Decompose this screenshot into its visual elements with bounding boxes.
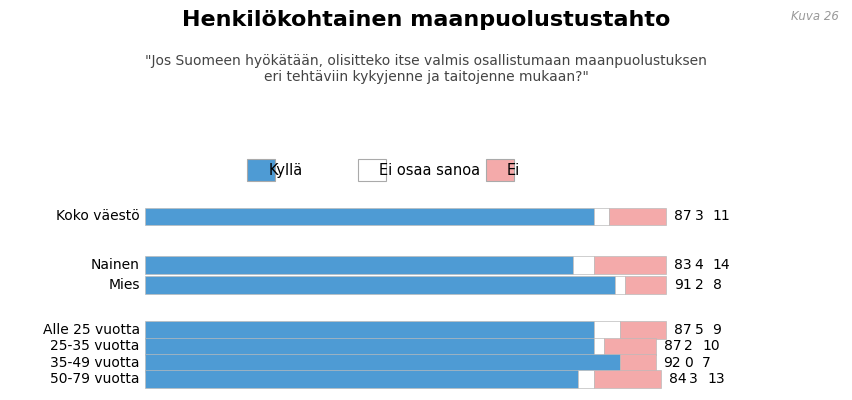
- Text: 83: 83: [674, 258, 692, 272]
- Text: 3: 3: [689, 372, 698, 386]
- Bar: [594, 338, 604, 356]
- Text: Koko väestö: Koko väestö: [56, 210, 140, 224]
- Text: 8: 8: [712, 278, 722, 292]
- Text: Alle 25 vuotta: Alle 25 vuotta: [43, 323, 140, 337]
- Text: 87: 87: [674, 210, 692, 224]
- Text: 2: 2: [684, 340, 693, 354]
- Bar: [609, 208, 666, 226]
- Text: 5: 5: [694, 323, 703, 337]
- Text: 35-49 vuotta: 35-49 vuotta: [50, 356, 140, 370]
- Bar: [594, 370, 661, 388]
- Text: 91: 91: [674, 278, 692, 292]
- Text: Ei: Ei: [507, 162, 521, 178]
- Text: 50-79 vuotta: 50-79 vuotta: [50, 372, 140, 386]
- Bar: [594, 208, 609, 226]
- Text: "Jos Suomeen hyökätään, olisitteko itse valmis osallistumaan maanpuolustuksen
er: "Jos Suomeen hyökätään, olisitteko itse …: [145, 54, 707, 84]
- Bar: [579, 370, 594, 388]
- Text: 0: 0: [684, 356, 693, 370]
- Text: 87: 87: [664, 340, 681, 354]
- Bar: [145, 338, 594, 356]
- Bar: [604, 338, 656, 356]
- Bar: [594, 256, 666, 274]
- Bar: [486, 159, 514, 181]
- Text: Kuva 26: Kuva 26: [792, 10, 839, 23]
- Text: 3: 3: [694, 210, 703, 224]
- Text: 84: 84: [669, 372, 687, 386]
- Bar: [145, 208, 594, 226]
- Text: 92: 92: [664, 356, 681, 370]
- Text: Ei osaa sanoa: Ei osaa sanoa: [379, 162, 481, 178]
- Text: 14: 14: [712, 258, 730, 272]
- Text: 11: 11: [712, 210, 730, 224]
- Text: 87: 87: [674, 323, 692, 337]
- Bar: [619, 354, 656, 372]
- Bar: [247, 159, 275, 181]
- Bar: [358, 159, 386, 181]
- Text: Mies: Mies: [108, 278, 140, 292]
- Bar: [145, 276, 614, 294]
- Text: 7: 7: [702, 356, 711, 370]
- Bar: [625, 276, 666, 294]
- Text: 13: 13: [707, 372, 725, 386]
- Bar: [145, 321, 594, 339]
- Bar: [573, 256, 594, 274]
- Text: Kyllä: Kyllä: [268, 162, 302, 178]
- Bar: [145, 354, 619, 372]
- Text: 25-35 vuotta: 25-35 vuotta: [50, 340, 140, 354]
- Text: Henkilökohtainen maanpuolustustahto: Henkilökohtainen maanpuolustustahto: [181, 10, 671, 30]
- Text: 4: 4: [694, 258, 703, 272]
- Bar: [145, 370, 579, 388]
- Bar: [145, 256, 573, 274]
- Text: 9: 9: [712, 323, 722, 337]
- Bar: [614, 276, 625, 294]
- Text: Nainen: Nainen: [91, 258, 140, 272]
- Bar: [594, 321, 619, 339]
- Text: 10: 10: [702, 340, 720, 354]
- Bar: [619, 321, 666, 339]
- Text: 2: 2: [694, 278, 703, 292]
